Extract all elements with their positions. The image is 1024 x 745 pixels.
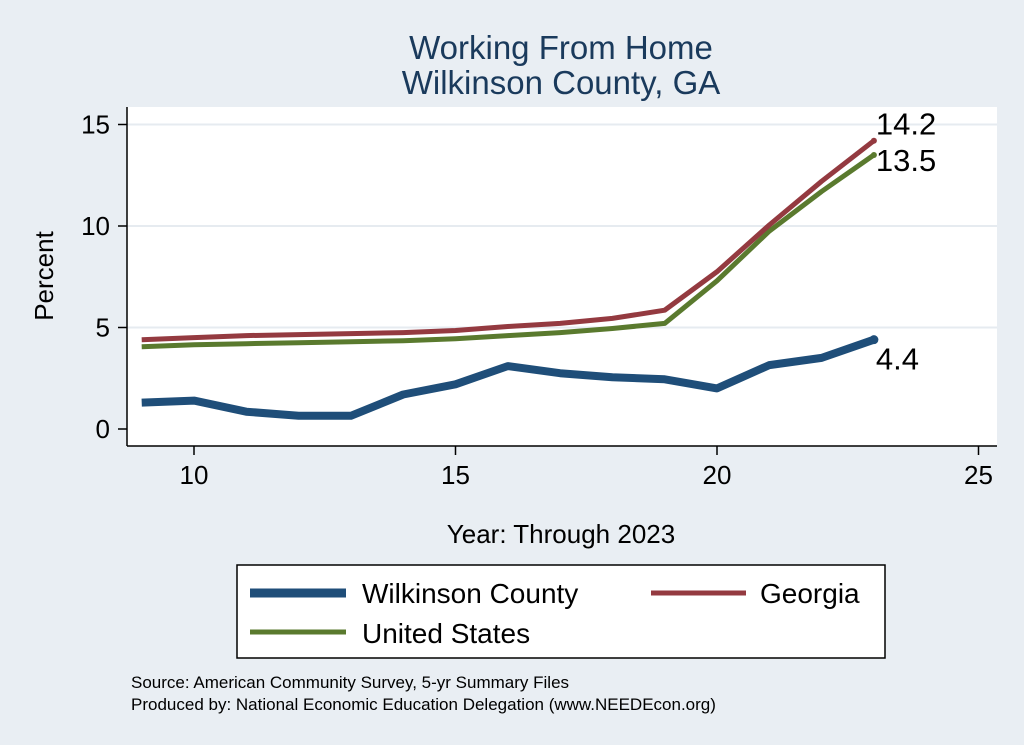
- x-tick-label-15: 15: [441, 460, 470, 490]
- x-tick-label-25: 25: [964, 460, 993, 490]
- series-line-georgia: [141, 138, 876, 343]
- end-label-united-states: 13.5: [876, 143, 936, 178]
- legend-label-united-states: United States: [362, 618, 530, 649]
- series-end-point-united-states: [870, 151, 877, 158]
- chart-subtitle: Wilkinson County, GA: [402, 64, 721, 101]
- end-labels: 4.4 14.213.5: [876, 107, 936, 377]
- series-end-point-wilkinson-county: [869, 335, 879, 345]
- series-line-wilkinson-county: [141, 335, 876, 420]
- chart-title: Working From Home: [409, 29, 713, 66]
- source-note: Source: American Community Survey, 5-yr …: [131, 673, 569, 692]
- produced-by-note: Produced by: National Economic Education…: [131, 695, 716, 714]
- y-tick-label-5: 5: [96, 313, 110, 343]
- x-tick-label-20: 20: [703, 460, 732, 490]
- axes: 0 5 10 15 10 15 20 25: [81, 107, 997, 490]
- legend-label-wilkinson: Wilkinson County: [362, 578, 578, 609]
- series-line-united-states: [141, 152, 876, 350]
- legend-box: [236, 564, 886, 659]
- end-label-georgia: 14.2: [876, 107, 936, 142]
- gridlines: [127, 123, 997, 329]
- end-label-wilkinson-county: 4.4: [876, 342, 919, 377]
- plot-area: [127, 107, 997, 446]
- legend-label-georgia: Georgia: [760, 578, 860, 609]
- y-axis-title: Percent: [29, 230, 59, 320]
- x-tick-label-10: 10: [180, 460, 209, 490]
- series-lines: [141, 137, 879, 420]
- y-tick-label-0: 0: [96, 414, 110, 444]
- y-tick-label-15: 15: [81, 110, 110, 140]
- x-axis-title: Year: Through 2023: [447, 519, 675, 549]
- legend: Wilkinson County Georgia United States: [236, 564, 886, 659]
- y-tick-label-10: 10: [81, 211, 110, 241]
- series-end-point-georgia: [870, 137, 877, 144]
